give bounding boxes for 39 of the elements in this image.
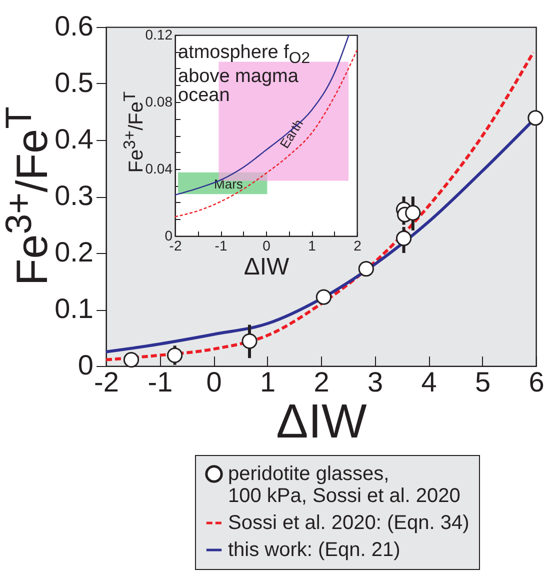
x-tick-label: -1 bbox=[148, 366, 173, 398]
point bbox=[166, 347, 183, 364]
y-tick-label: 0.5 bbox=[54, 67, 94, 98]
point bbox=[123, 352, 140, 368]
x-tick-label: 5 bbox=[474, 366, 491, 398]
x-tick-label: -1 bbox=[214, 238, 228, 254]
point bbox=[396, 230, 412, 246]
y-tick-label: 0.6 bbox=[54, 10, 94, 42]
point bbox=[528, 110, 544, 126]
annotation: atmosphere f$_{O2}$ above magma ocean bbox=[178, 42, 310, 106]
x-tick-label: 2 bbox=[314, 366, 330, 398]
line-series bbox=[174, 34, 350, 196]
x-axis-title: ΔIW bbox=[276, 396, 368, 448]
y-tick-label: 0 bbox=[164, 228, 173, 244]
x-tick-label: 1 bbox=[260, 366, 276, 398]
x-tick-label: 0 bbox=[262, 238, 271, 254]
x-tick-label: 3 bbox=[367, 366, 384, 398]
x-tick-label: 2 bbox=[354, 238, 362, 254]
legend-label: this work: (Eqn. 21) bbox=[228, 539, 400, 561]
x-tick-label: 6 bbox=[528, 366, 544, 398]
legend-label: Sossi et al. 2020: (Eqn. 34) bbox=[228, 512, 470, 534]
y-tick-label: 0.2 bbox=[54, 236, 94, 268]
point bbox=[405, 205, 421, 221]
point bbox=[316, 289, 332, 305]
y-tick-label: 0.12 bbox=[145, 26, 173, 42]
band-label: Mars bbox=[214, 176, 244, 192]
point bbox=[358, 261, 374, 277]
y-tick-label: 0.4 bbox=[54, 124, 94, 154]
x-tick-label: 0 bbox=[206, 366, 222, 398]
y-tick-label: 0.04 bbox=[145, 160, 173, 176]
x-tick-label: -2 bbox=[94, 366, 119, 398]
x-tick-label: 4 bbox=[421, 366, 437, 398]
y-tick-label: 0.08 bbox=[145, 94, 173, 110]
x-axis-title: ΔIW bbox=[244, 254, 290, 280]
legend-label: peridotite glasses, 100 kPa, Sossi et al. 2020 bbox=[228, 463, 460, 507]
x-tick-label: 1 bbox=[308, 238, 316, 254]
y-tick-label: 0.1 bbox=[54, 293, 94, 324]
y-tick-label: 0.3 bbox=[54, 180, 94, 211]
point bbox=[242, 333, 258, 349]
